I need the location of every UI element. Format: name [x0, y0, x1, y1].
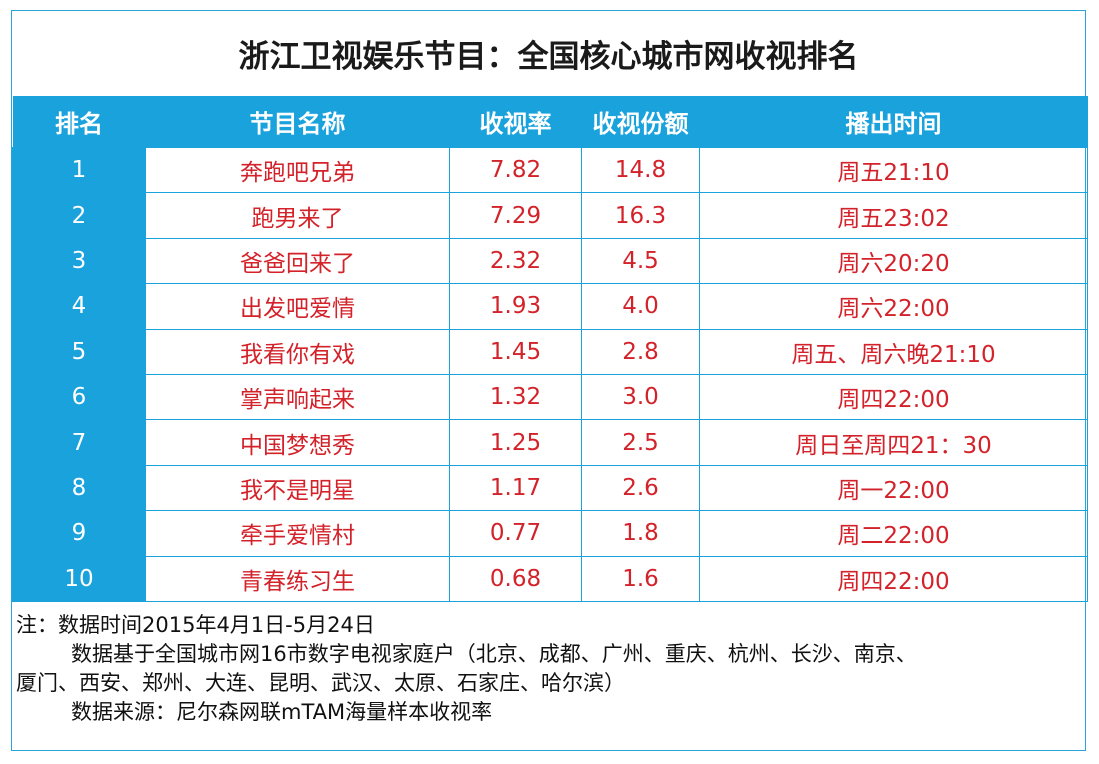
- cell-airtime: 周五23:02: [699, 192, 1088, 239]
- cell-program: 奔跑吧兄弟: [145, 146, 450, 194]
- table-row: 9 牵手爱情村 0.77 1.8 周二22:00: [12, 510, 1088, 557]
- ratings-table: 排名 节目名称 收视率 收视份额 播出时间 1 奔跑吧兄弟 7.82 14.8 周五21…: [12, 96, 1088, 602]
- cell-program: 跑男来了: [145, 192, 450, 239]
- cell-rank: 4: [12, 283, 146, 330]
- cell-rank: 5: [12, 328, 146, 375]
- cell-rank: 1: [12, 146, 146, 194]
- cell-program: 牵手爱情村: [145, 510, 450, 557]
- cell-program: 青春练习生: [145, 555, 450, 602]
- cell-rating: 1.32: [449, 373, 582, 421]
- cell-rating: 1.25: [449, 419, 582, 466]
- cell-rating: 0.68: [449, 555, 582, 602]
- cell-rank: 3: [12, 237, 146, 285]
- cell-program: 爸爸回来了: [145, 237, 450, 285]
- cell-rank: 8: [12, 464, 146, 512]
- note-line: 厦门、西安、郑州、大连、昆明、武汉、太原、石家庄、哈尔滨）: [16, 671, 625, 695]
- cell-rating: 1.45: [449, 328, 582, 375]
- table-row: 5 我看你有戏 1.45 2.8 周五、周六晚21:10: [12, 328, 1088, 375]
- cell-share: 14.8: [581, 146, 700, 194]
- header-airtime: 播出时间: [699, 96, 1088, 148]
- note-line: 数据来源：尼尔森网联mTAM海量样本收视率: [71, 700, 493, 724]
- cell-program: 我看你有戏: [145, 328, 450, 375]
- cell-program: 出发吧爱情: [145, 283, 450, 330]
- table-row: 2 跑男来了 7.29 16.3 周五23:02: [12, 192, 1088, 239]
- cell-rank: 7: [12, 419, 146, 466]
- cell-program: 掌声响起来: [145, 373, 450, 421]
- cell-share: 1.6: [581, 555, 700, 602]
- cell-program: 中国梦想秀: [145, 419, 450, 466]
- header-share: 收视份额: [581, 96, 700, 148]
- table-header-row: 排名 节目名称 收视率 收视份额 播出时间: [12, 96, 1088, 148]
- cell-rank: 6: [12, 373, 146, 421]
- cell-rating: 2.32: [449, 237, 582, 285]
- page-title: 浙江卫视娱乐节目：全国核心城市网收视排名: [238, 39, 859, 75]
- cell-airtime: 周六22:00: [699, 283, 1088, 330]
- table-body: 1 奔跑吧兄弟 7.82 14.8 周五21:10 2 跑男来了 7.29 16.3 周五23:0…: [12, 146, 1088, 602]
- cell-airtime: 周六20:20: [699, 237, 1088, 285]
- cell-airtime: 周五21:10: [699, 146, 1088, 194]
- cell-airtime: 周四22:00: [699, 373, 1088, 421]
- cell-share: 2.6: [581, 464, 700, 512]
- cell-rating: 0.77: [449, 510, 582, 557]
- header-rating: 收视率: [449, 96, 582, 148]
- cell-share: 2.5: [581, 419, 700, 466]
- cell-airtime: 周一22:00: [699, 464, 1088, 512]
- table-row: 8 我不是明星 1.17 2.6 周一22:00: [12, 464, 1088, 512]
- table-row: 3 爸爸回来了 2.32 4.5 周六20:20: [12, 237, 1088, 285]
- cell-program: 我不是明星: [145, 464, 450, 512]
- cell-share: 16.3: [581, 192, 700, 239]
- table-row: 10 青春练习生 0.68 1.6 周四22:00: [12, 555, 1088, 602]
- cell-rating: 7.82: [449, 146, 582, 194]
- table-row: 6 掌声响起来 1.32 3.0 周四22:00: [12, 373, 1088, 421]
- cell-rank: 9: [12, 510, 146, 557]
- cell-rating: 1.93: [449, 283, 582, 330]
- table-row: 7 中国梦想秀 1.25 2.5 周日至周四21：30: [12, 419, 1088, 466]
- table-row: 4 出发吧爱情 1.93 4.0 周六22:00: [12, 283, 1088, 330]
- cell-share: 2.8: [581, 328, 700, 375]
- cell-share: 3.0: [581, 373, 700, 421]
- cell-airtime: 周二22:00: [699, 510, 1088, 557]
- cell-airtime: 周五、周六晚21:10: [699, 328, 1088, 375]
- notes-block: 注：数据时间2015年4月1日-5月24日 数据基于全国城市网16市数字电视家庭…: [16, 611, 1086, 727]
- note-line: 数据基于全国城市网16市数字电视家庭户（北京、成都、广州、重庆、杭州、长沙、南京…: [71, 642, 917, 666]
- cell-rating: 7.29: [449, 192, 582, 239]
- cell-airtime: 周日至周四21：30: [699, 419, 1088, 466]
- cell-airtime: 周四22:00: [699, 555, 1088, 602]
- note-line: 注：数据时间2015年4月1日-5月24日: [16, 613, 375, 637]
- cell-rank: 2: [12, 192, 146, 239]
- cell-rank: 10: [12, 555, 146, 602]
- cell-share: 4.0: [581, 283, 700, 330]
- table-row: 1 奔跑吧兄弟 7.82 14.8 周五21:10: [12, 146, 1088, 194]
- header-program: 节目名称: [145, 96, 450, 148]
- header-rank: 排名: [12, 96, 146, 148]
- table-frame: 浙江卫视娱乐节目：全国核心城市网收视排名 排名 节目名称 收视率 收视份额 播出…: [11, 10, 1088, 751]
- cell-rating: 1.17: [449, 464, 582, 512]
- cell-share: 1.8: [581, 510, 700, 557]
- cell-share: 4.5: [581, 237, 700, 285]
